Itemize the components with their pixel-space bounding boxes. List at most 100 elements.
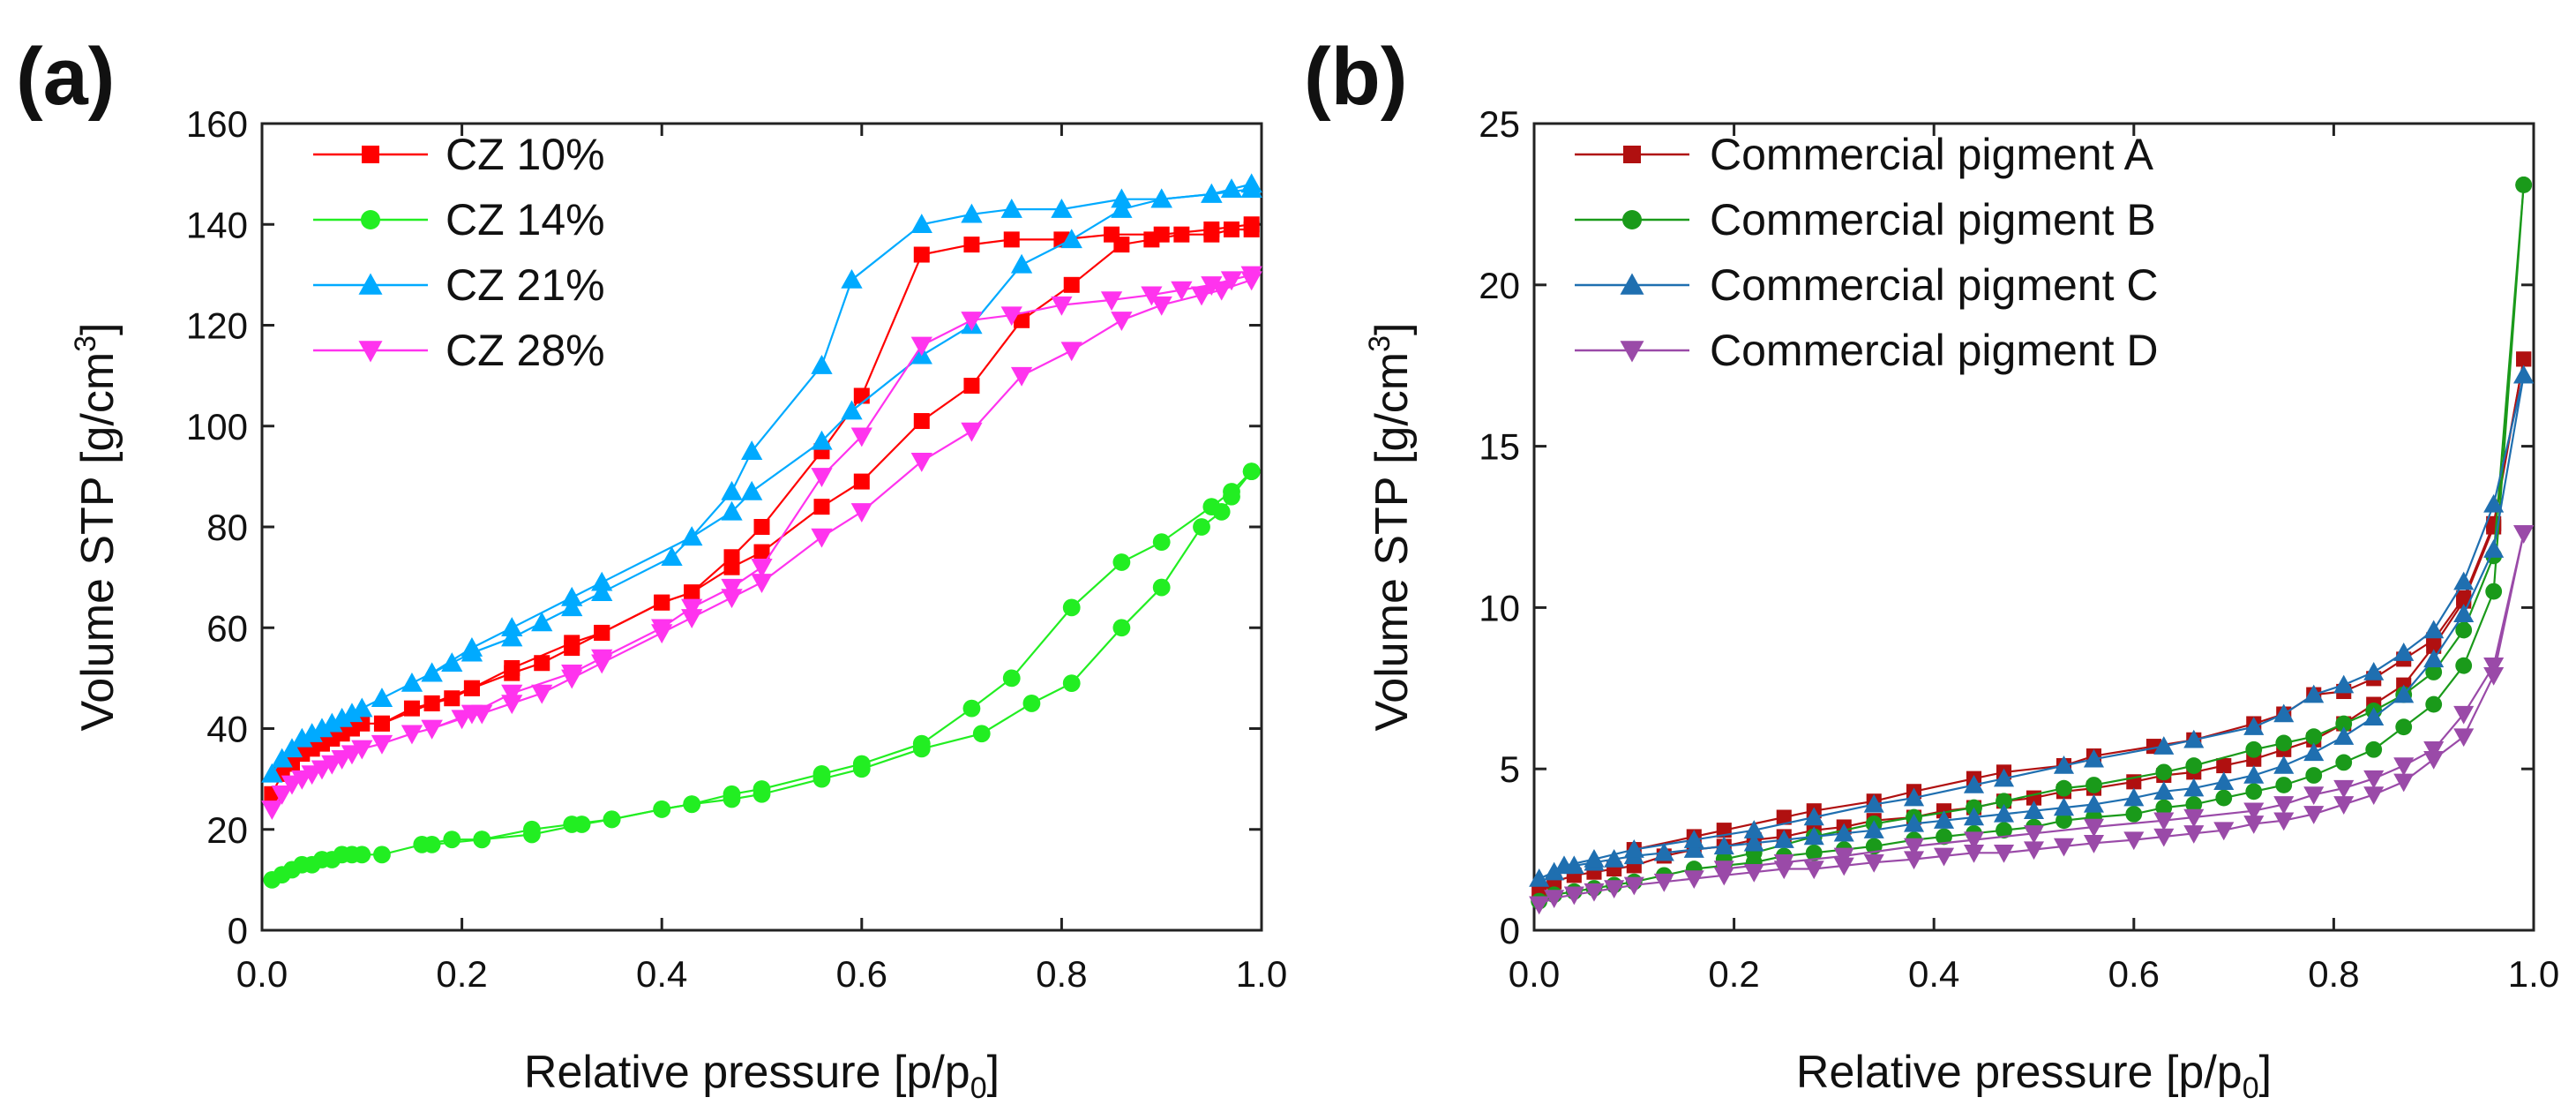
desorption-point <box>1000 306 1022 327</box>
desorption-point <box>2333 674 2355 694</box>
desorption-point <box>1202 498 1221 516</box>
adsorption-point <box>443 831 461 849</box>
desorption-point <box>1963 774 1985 793</box>
adsorption-point <box>2305 767 2323 784</box>
series-cz-28- <box>261 266 1262 821</box>
desorption-point <box>2516 351 2532 367</box>
adsorption-point <box>311 718 333 738</box>
adsorption-point <box>2423 649 2445 668</box>
legend-label: CZ 10% <box>446 130 605 179</box>
desorption-point <box>1243 216 1260 233</box>
desorption-point <box>463 680 480 696</box>
legend-marker <box>1620 273 1644 295</box>
desorption-point <box>2333 779 2355 799</box>
desorption-point <box>1051 296 1073 316</box>
adsorption-point <box>1653 873 1674 892</box>
x-tick-label: 0.4 <box>636 953 687 995</box>
desorption-point <box>1223 483 1240 500</box>
desorption-point <box>1220 271 1243 291</box>
desorption-point <box>504 659 520 676</box>
desorption-point <box>561 664 583 684</box>
adsorption-point <box>1683 839 1704 858</box>
x-tick-label: 1.0 <box>1236 953 1287 995</box>
adsorption-point <box>1193 518 1210 536</box>
adsorption-point <box>1111 312 1133 331</box>
desorption-point <box>591 571 613 591</box>
x-tick-label: 1.0 <box>2508 953 2559 995</box>
desorption-point <box>2455 621 2473 639</box>
adsorption-point <box>2273 812 2295 831</box>
y-tick-label: 0 <box>1500 910 1520 951</box>
adsorption-point <box>811 430 833 450</box>
adsorption-point <box>271 748 293 768</box>
adsorption-point <box>291 727 313 748</box>
desorption-point <box>2083 748 2105 768</box>
adsorption-point <box>2303 806 2325 824</box>
adsorption-point <box>501 695 523 715</box>
desorption-point <box>501 617 523 636</box>
desorption-point <box>2453 571 2475 590</box>
adsorption-point <box>2213 771 2235 791</box>
legend-label: Commercial pigment C <box>1710 260 2158 310</box>
desorption-point <box>962 699 981 718</box>
panel-label-b: (b) <box>1304 32 1407 122</box>
adsorption-point <box>373 846 391 864</box>
adsorption-point <box>2425 695 2443 713</box>
adsorption-point <box>841 400 863 420</box>
adsorption-point <box>2365 740 2383 758</box>
adsorption-point <box>910 453 932 472</box>
adsorption-point <box>1604 880 1625 899</box>
desorption-line <box>1634 358 2525 851</box>
desorption-point <box>2456 590 2472 605</box>
adsorption-point <box>351 697 373 718</box>
desorption-point <box>684 584 700 601</box>
desorption-point <box>811 468 833 488</box>
desorption-point <box>1683 830 1704 848</box>
desorption-point <box>1111 188 1133 208</box>
desorption-point <box>1996 793 2012 810</box>
adsorption-point <box>853 473 870 490</box>
desorption-point <box>1112 553 1131 571</box>
desorption-point <box>2153 736 2175 755</box>
desorption-point <box>2243 802 2265 822</box>
desorption-point <box>841 268 863 289</box>
desorption-point <box>423 835 441 853</box>
adsorption-point <box>351 740 373 760</box>
adsorption-point <box>1529 868 1550 887</box>
adsorption-point <box>1903 813 1925 832</box>
desorption-point <box>2363 770 2385 789</box>
x-axis-title: Relative pressure [p/p0] <box>524 1047 1000 1105</box>
desorption-point <box>961 312 983 331</box>
adsorption-point <box>2185 796 2203 813</box>
desorption-point <box>2305 728 2323 746</box>
x-tick-label: 0.6 <box>2108 953 2160 995</box>
desorption-point <box>1003 231 1020 248</box>
adsorption-point <box>2083 793 2105 813</box>
desorption-point <box>653 801 671 818</box>
adsorption-point <box>501 627 523 647</box>
desorption-point <box>1773 853 1794 873</box>
desorption-point <box>1104 226 1120 243</box>
desorption-point <box>1903 787 1925 807</box>
y-tick-label: 10 <box>1479 587 1520 628</box>
desorption-point <box>373 715 390 732</box>
desorption-point <box>2023 825 2045 844</box>
adsorption-point <box>2273 755 2295 774</box>
adsorption-point <box>321 712 343 733</box>
adsorption-point <box>1112 619 1131 637</box>
desorption-line <box>431 470 1253 846</box>
x-tick-label: 0.0 <box>1509 953 1560 995</box>
adsorption-point <box>2083 835 2105 853</box>
desorption-point <box>2423 620 2445 639</box>
adsorption-point <box>1604 849 1625 868</box>
desorption-point <box>2183 729 2205 748</box>
y-tick-label: 160 <box>186 103 248 145</box>
y-tick-label: 25 <box>1479 103 1520 145</box>
legend-marker <box>1620 341 1644 363</box>
adsorption-point <box>2303 742 2325 762</box>
adsorption-point <box>661 546 683 566</box>
x-tick-label: 0.8 <box>2308 953 2359 995</box>
adsorption-point <box>1060 229 1082 249</box>
desorption-point <box>812 765 831 783</box>
desorption-point <box>594 624 610 641</box>
